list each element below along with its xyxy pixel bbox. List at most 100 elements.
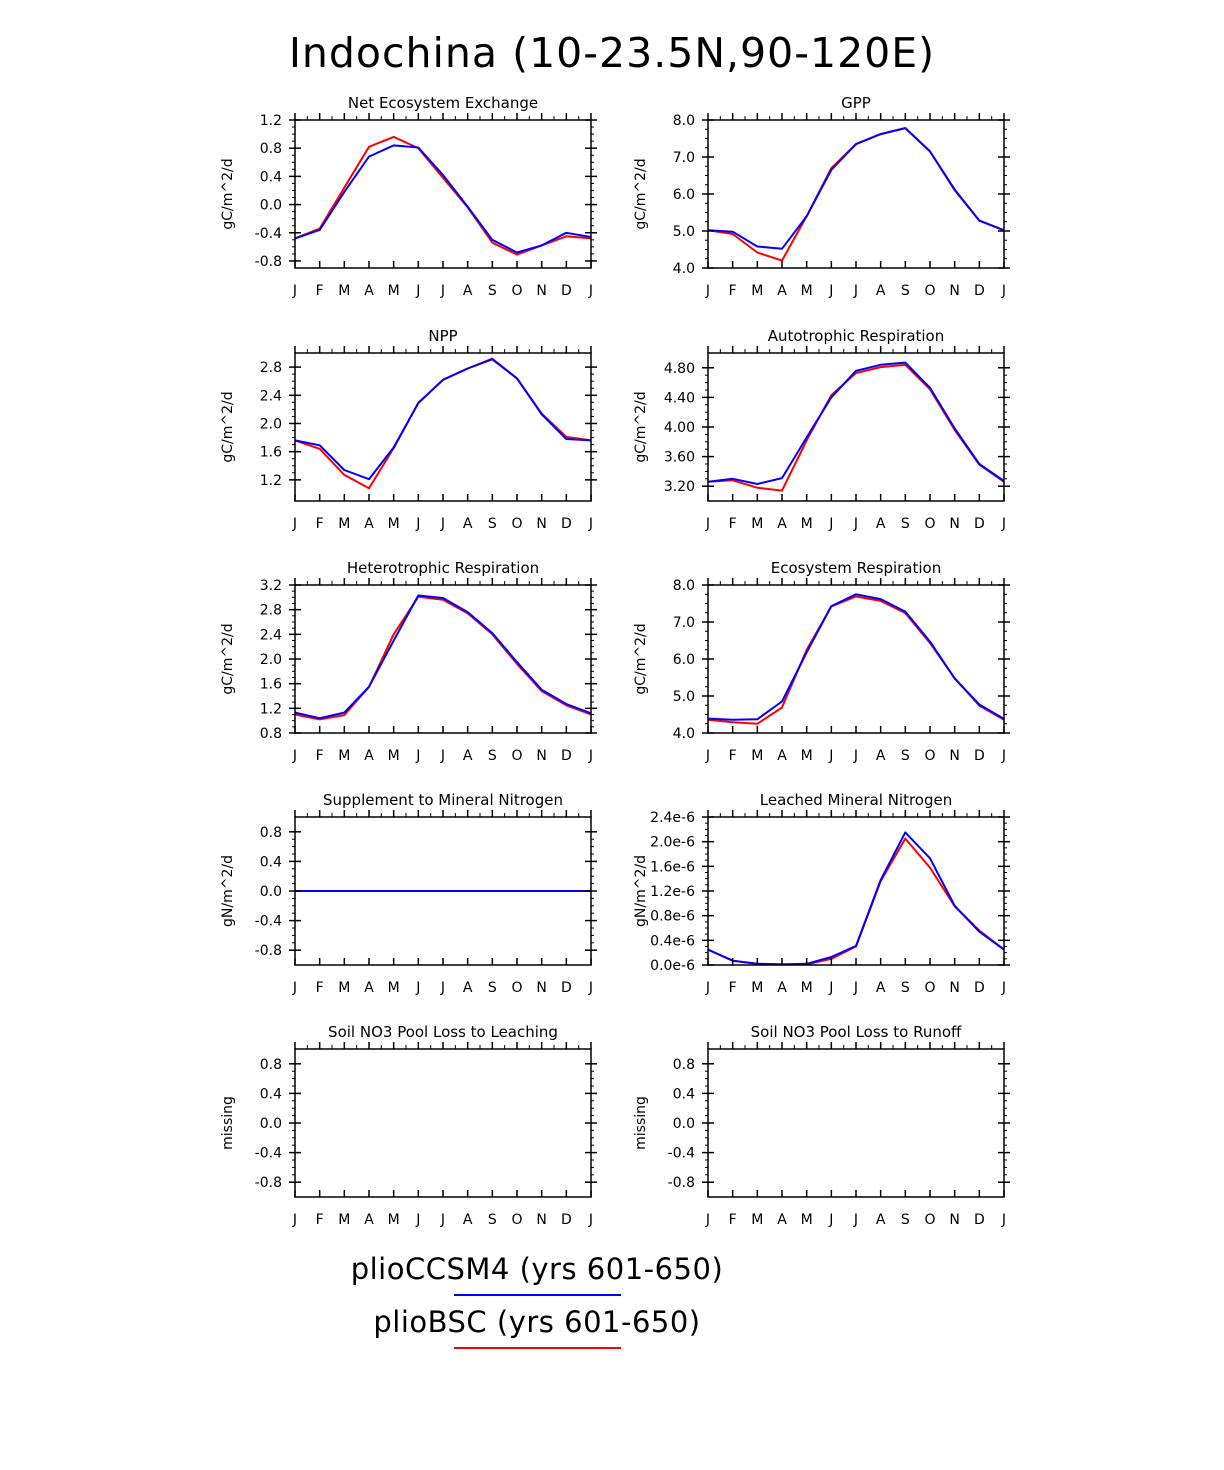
x-tick-label: M: [801, 748, 813, 764]
x-tick-label: A: [876, 980, 886, 996]
chart-panel-7: Supplement to Mineral Nitrogen gN/m^2/d J F…: [220, 791, 597, 996]
y-tick-label: 1.2: [260, 701, 282, 717]
y-tick-label: -0.4: [255, 1146, 282, 1162]
x-tick-label: D: [561, 1212, 572, 1228]
y-tick-label: 5.0: [673, 689, 695, 705]
plot-frame: [707, 1048, 1005, 1198]
series-line-plioBSC: [294, 595, 592, 721]
series-line-plioBSC: [294, 135, 592, 256]
x-tick-label: O: [511, 516, 522, 532]
x-tick-label: J: [853, 748, 858, 764]
panel-title: Leached Mineral Nitrogen: [760, 791, 952, 809]
x-tick-label: S: [901, 516, 910, 532]
x-tick-label: J: [853, 980, 858, 996]
panel-title: Supplement to Mineral Nitrogen: [323, 791, 563, 809]
x-tick-label: J: [1001, 748, 1006, 764]
x-tick-label: J: [705, 516, 710, 532]
y-tick-label: 2.0: [260, 652, 282, 668]
x-tick-label: S: [488, 748, 497, 764]
y-tick-label: 0.4: [673, 1086, 695, 1102]
x-tick-label: N: [949, 516, 959, 532]
x-tick-label: M: [338, 748, 350, 764]
plot-frame: [707, 352, 1005, 502]
y-tick-label: 0.0: [673, 1116, 695, 1132]
x-tick-label: F: [729, 283, 737, 299]
x-tick-label: D: [974, 516, 985, 532]
y-tick-label: 0.0: [260, 198, 282, 214]
y-axis-label: gN/m^2/d: [220, 855, 236, 927]
x-tick-label: A: [463, 283, 473, 299]
y-tick-label: 4.80: [664, 361, 695, 377]
x-tick-label: F: [729, 980, 737, 996]
x-tick-label: J: [588, 1212, 593, 1228]
series-line-plioCCSM4: [707, 361, 1005, 485]
figure-title: Indochina (10-23.5N,90-120E): [289, 29, 935, 77]
y-tick-label: -0.4: [668, 1146, 695, 1162]
x-tick-label: J: [440, 283, 445, 299]
series-line-plioCCSM4: [294, 144, 592, 254]
x-tick-label: J: [440, 516, 445, 532]
x-tick-label: N: [536, 516, 546, 532]
x-tick-label: M: [751, 748, 763, 764]
x-tick-label: M: [388, 516, 400, 532]
x-tick-label: O: [511, 283, 522, 299]
x-tick-label: A: [463, 748, 473, 764]
x-tick-label: J: [440, 980, 445, 996]
x-tick-label: J: [853, 516, 858, 532]
x-tick-label: S: [488, 1212, 497, 1228]
y-tick-label: -0.8: [255, 943, 282, 959]
x-tick-label: A: [777, 980, 787, 996]
y-tick-label: 0.8: [260, 141, 282, 157]
plot-frame: [707, 816, 1005, 966]
panel-title: NPP: [428, 327, 457, 345]
x-tick-label: J: [292, 748, 297, 764]
x-tick-label: M: [751, 283, 763, 299]
x-tick-label: A: [463, 1212, 473, 1228]
panel-title: Soil NO3 Pool Loss to Leaching: [328, 1023, 558, 1041]
x-tick-label: J: [705, 1212, 710, 1228]
x-tick-label: O: [924, 980, 935, 996]
x-tick-label: F: [729, 516, 737, 532]
y-tick-label: 6.0: [673, 652, 695, 668]
x-tick-label: F: [316, 516, 324, 532]
y-tick-label: 3.2: [260, 578, 282, 594]
x-tick-label: S: [488, 283, 497, 299]
y-axis-label: gN/m^2/d: [633, 855, 649, 927]
y-tick-label: 7.0: [673, 150, 695, 166]
y-tick-label: 7.0: [673, 615, 695, 631]
x-tick-label: J: [588, 980, 593, 996]
x-tick-label: D: [974, 1212, 985, 1228]
x-tick-label: J: [853, 1212, 858, 1228]
y-axis-label: missing: [633, 1096, 649, 1150]
panel-title: Heterotrophic Respiration: [347, 559, 539, 577]
x-tick-label: J: [1001, 283, 1006, 299]
x-tick-label: S: [901, 283, 910, 299]
x-tick-label: A: [364, 980, 374, 996]
x-tick-label: O: [924, 283, 935, 299]
x-tick-label: A: [364, 283, 374, 299]
y-tick-label: 2.8: [260, 603, 282, 619]
x-tick-label: A: [876, 1212, 886, 1228]
x-tick-label: M: [801, 1212, 813, 1228]
y-tick-label: 4.40: [664, 390, 695, 406]
plot-frame: [707, 119, 1005, 269]
x-tick-label: M: [338, 516, 350, 532]
y-tick-label: 1.6e-6: [650, 859, 695, 875]
y-tick-label: 0.4: [260, 169, 282, 185]
x-tick-label: J: [1001, 516, 1006, 532]
y-tick-label: 1.2: [260, 113, 282, 129]
legend: plioCCSM4 (yrs 601-650) plioBSC (yrs 601…: [351, 1252, 723, 1349]
y-axis-label: gC/m^2/d: [220, 623, 236, 694]
x-tick-label: J: [440, 748, 445, 764]
x-tick-label: D: [974, 283, 985, 299]
x-tick-label: S: [488, 516, 497, 532]
x-tick-label: J: [853, 283, 858, 299]
x-tick-label: J: [292, 283, 297, 299]
x-tick-label: D: [561, 748, 572, 764]
x-tick-label: J: [1001, 1212, 1006, 1228]
